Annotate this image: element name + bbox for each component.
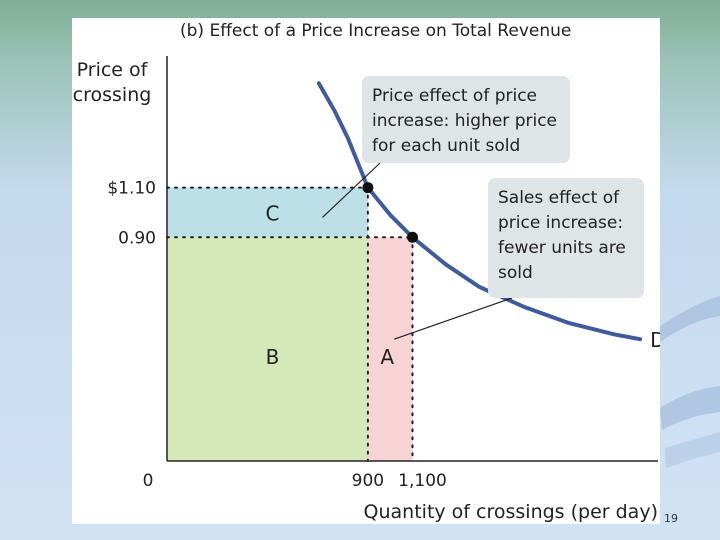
area-a [367,237,413,461]
area-label-a: A [380,345,394,369]
callout-box-1 [488,178,644,298]
y-tick-label-0: $1.10 [107,179,156,199]
callout-1-line-2: fewer units are [498,238,626,258]
revenue-chart: B C A D (b) Effect of a Price Increase on To… [73,21,660,523]
y-axis-label-line-0: Price of [77,59,149,81]
x-tick-label-1: 1,100 [398,471,447,491]
data-point-0 [362,182,374,194]
data-point-1 [407,231,418,243]
area-c [167,187,368,238]
callout-leader-0 [322,162,381,218]
callout-box-0 [362,76,570,163]
callout-0-line-1: increase: higher price [372,111,557,131]
slide-number: 19 [664,512,678,525]
callout-1-line-3: sold [498,263,533,283]
callout-leader-1 [393,297,513,340]
chart-title: (b) Effect of a Price Increase on Total … [180,21,571,41]
demand-curve-label: D [650,328,660,352]
area-label-b: B [266,345,280,369]
y-axis-label-line-1: crossing [73,84,152,106]
demand-curve [316,81,643,342]
x-tick-label-0: 900 [352,471,384,491]
callout-1-line-0: Sales effect of [498,188,620,208]
callout-1-line-1: price increase: [498,213,623,233]
x-axis-label: Quantity of crossings (per day) [364,501,658,523]
origin-label: 0 [143,471,154,491]
callout-0-line-0: Price effect of price [372,86,537,106]
callout-0-line-2: for each unit sold [372,136,520,156]
chart-panel: B C A D (b) Effect of a Price Increase on To… [72,18,660,524]
area-label-c: C [265,201,279,225]
area-b [167,237,368,461]
y-tick-label-1: 0.90 [118,228,156,248]
